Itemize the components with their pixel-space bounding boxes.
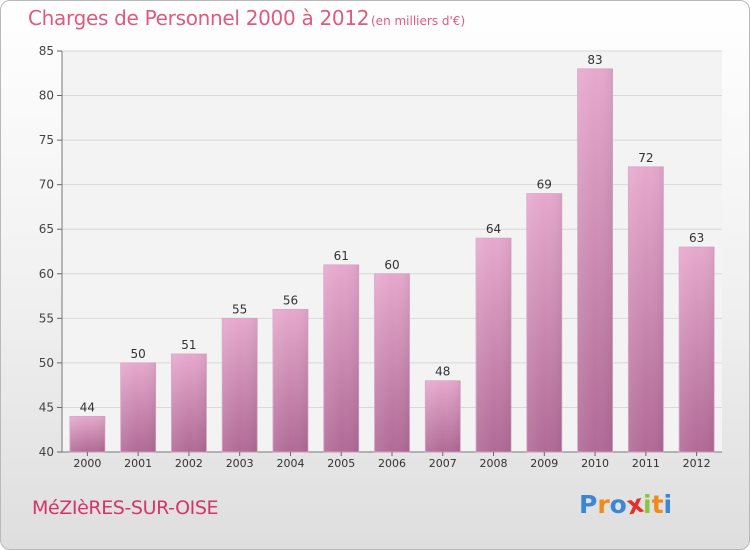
data-label: 44 [80,400,95,414]
data-label: 61 [334,249,349,263]
data-label: 63 [689,231,704,245]
y-tick-label: 65 [39,222,54,236]
bar-shade [628,166,664,452]
data-label: 72 [638,151,653,165]
bar-shade [526,193,562,453]
bar-shade [222,318,258,452]
data-label: 83 [587,53,602,67]
bar-shade [120,362,156,452]
x-tick-label: 2009 [530,457,558,470]
bar-shade [679,247,715,452]
logo-letter: t [651,490,664,519]
y-tick-label: 40 [39,445,54,459]
x-tick-label: 2006 [378,457,406,470]
y-tick-label: 85 [39,44,54,58]
logo-letter: o [609,490,627,519]
bar-shade [476,238,512,452]
x-tick-label: 2007 [429,457,457,470]
x-tick-label: 2012 [683,457,711,470]
data-label: 56 [283,293,298,307]
bar-shade [425,380,461,452]
data-label: 51 [181,338,196,352]
data-label: 48 [435,365,450,379]
y-tick-label: 75 [39,133,54,147]
bar-shade [272,309,308,452]
y-tick-label: 70 [39,178,54,192]
x-tick-label: 2011 [632,457,660,470]
bar-shade [577,68,613,453]
y-tick-label: 60 [39,267,54,281]
logo-letter: i [643,490,652,519]
x-tick-label: 2000 [73,457,101,470]
logo-letter: i [663,490,673,519]
data-label: 50 [131,347,146,361]
data-label: 55 [232,302,247,316]
x-tick-label: 2003 [226,457,254,470]
data-label: 69 [537,178,552,192]
x-tick-label: 2008 [480,457,508,470]
logo-letter: r [597,490,610,519]
bar-shade [323,264,359,452]
y-tick-label: 80 [39,89,54,103]
chart-title: Charges de Personnel 2000 à 2012 [28,6,370,30]
x-tick-label: 2001 [124,457,152,470]
y-tick-label: 55 [39,311,54,325]
data-label: 64 [486,222,501,236]
town-name: MéZIèRES-SUR-OISE [32,497,219,519]
x-tick-label: 2005 [327,457,355,470]
logo-letter: P [579,490,598,519]
x-tick-label: 2010 [581,457,609,470]
proxiti-logo[interactable]: Proxiti [579,489,673,521]
bar-shade [374,273,410,452]
bar-shade [171,353,207,452]
data-label: 60 [384,258,399,272]
x-tick-label: 2002 [175,457,203,470]
x-tick-label: 2004 [276,457,304,470]
chart-subtitle: (en milliers d'€) [371,14,466,28]
bar-shade [69,416,105,452]
y-tick-label: 45 [39,400,54,414]
y-tick-label: 50 [39,356,54,370]
